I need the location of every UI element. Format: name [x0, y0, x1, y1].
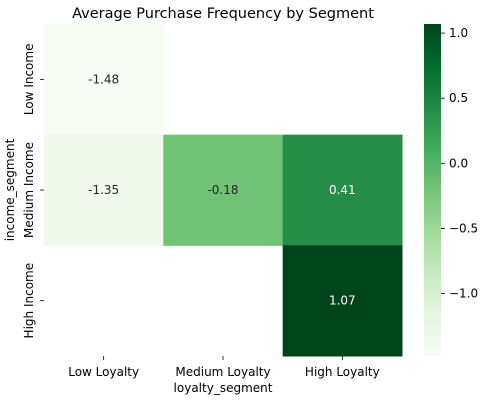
y-axis: Low Income Medium Income High Income: [22, 44, 44, 339]
y-tick-label: High Income: [22, 263, 36, 339]
cell-value-label: -1.48: [88, 72, 119, 86]
colorbar-tick-label: 1.0: [449, 26, 468, 40]
colorbar-tick-label: −1.0: [449, 287, 478, 301]
heatmap-cell: [44, 134, 164, 246]
cell-value-label: 1.07: [329, 294, 356, 308]
x-axis: Low Loyalty Medium Loyalty High Loyalty: [68, 356, 380, 379]
y-tick-label: Medium Income: [22, 142, 36, 238]
y-axis-label: income_segment: [3, 138, 17, 241]
y-tick-label: Low Income: [22, 44, 36, 116]
cell-value-label: -1.35: [88, 183, 119, 197]
heatmap-cell: [282, 134, 403, 246]
x-axis-label: loyalty_segment: [174, 381, 273, 395]
cell-value-label: -0.18: [207, 183, 238, 197]
x-tick-label: High Loyalty: [305, 365, 380, 379]
heatmap-cell: [282, 245, 403, 357]
colorbar-gradient: [424, 24, 441, 356]
x-tick-label: Medium Loyalty: [175, 365, 270, 379]
colorbar-tick-label: 0.5: [449, 91, 468, 105]
heatmap-cell: [163, 134, 284, 246]
chart-title: Average Purchase Frequency by Segment: [72, 6, 374, 22]
heatmap-cell: [44, 24, 164, 136]
colorbar: 1.0 0.5 0.0 −0.5 −1.0: [424, 24, 478, 356]
colorbar-tick-label: 0.0: [449, 156, 468, 170]
cell-value-label: 0.41: [329, 183, 356, 197]
heatmap-cells: -1.48 -1.35 -0.18 0.41 1.07: [44, 24, 403, 357]
colorbar-ticks: 1.0 0.5 0.0 −0.5 −1.0: [441, 26, 478, 301]
colorbar-tick-label: −0.5: [449, 221, 478, 235]
x-tick-label: Low Loyalty: [68, 365, 139, 379]
